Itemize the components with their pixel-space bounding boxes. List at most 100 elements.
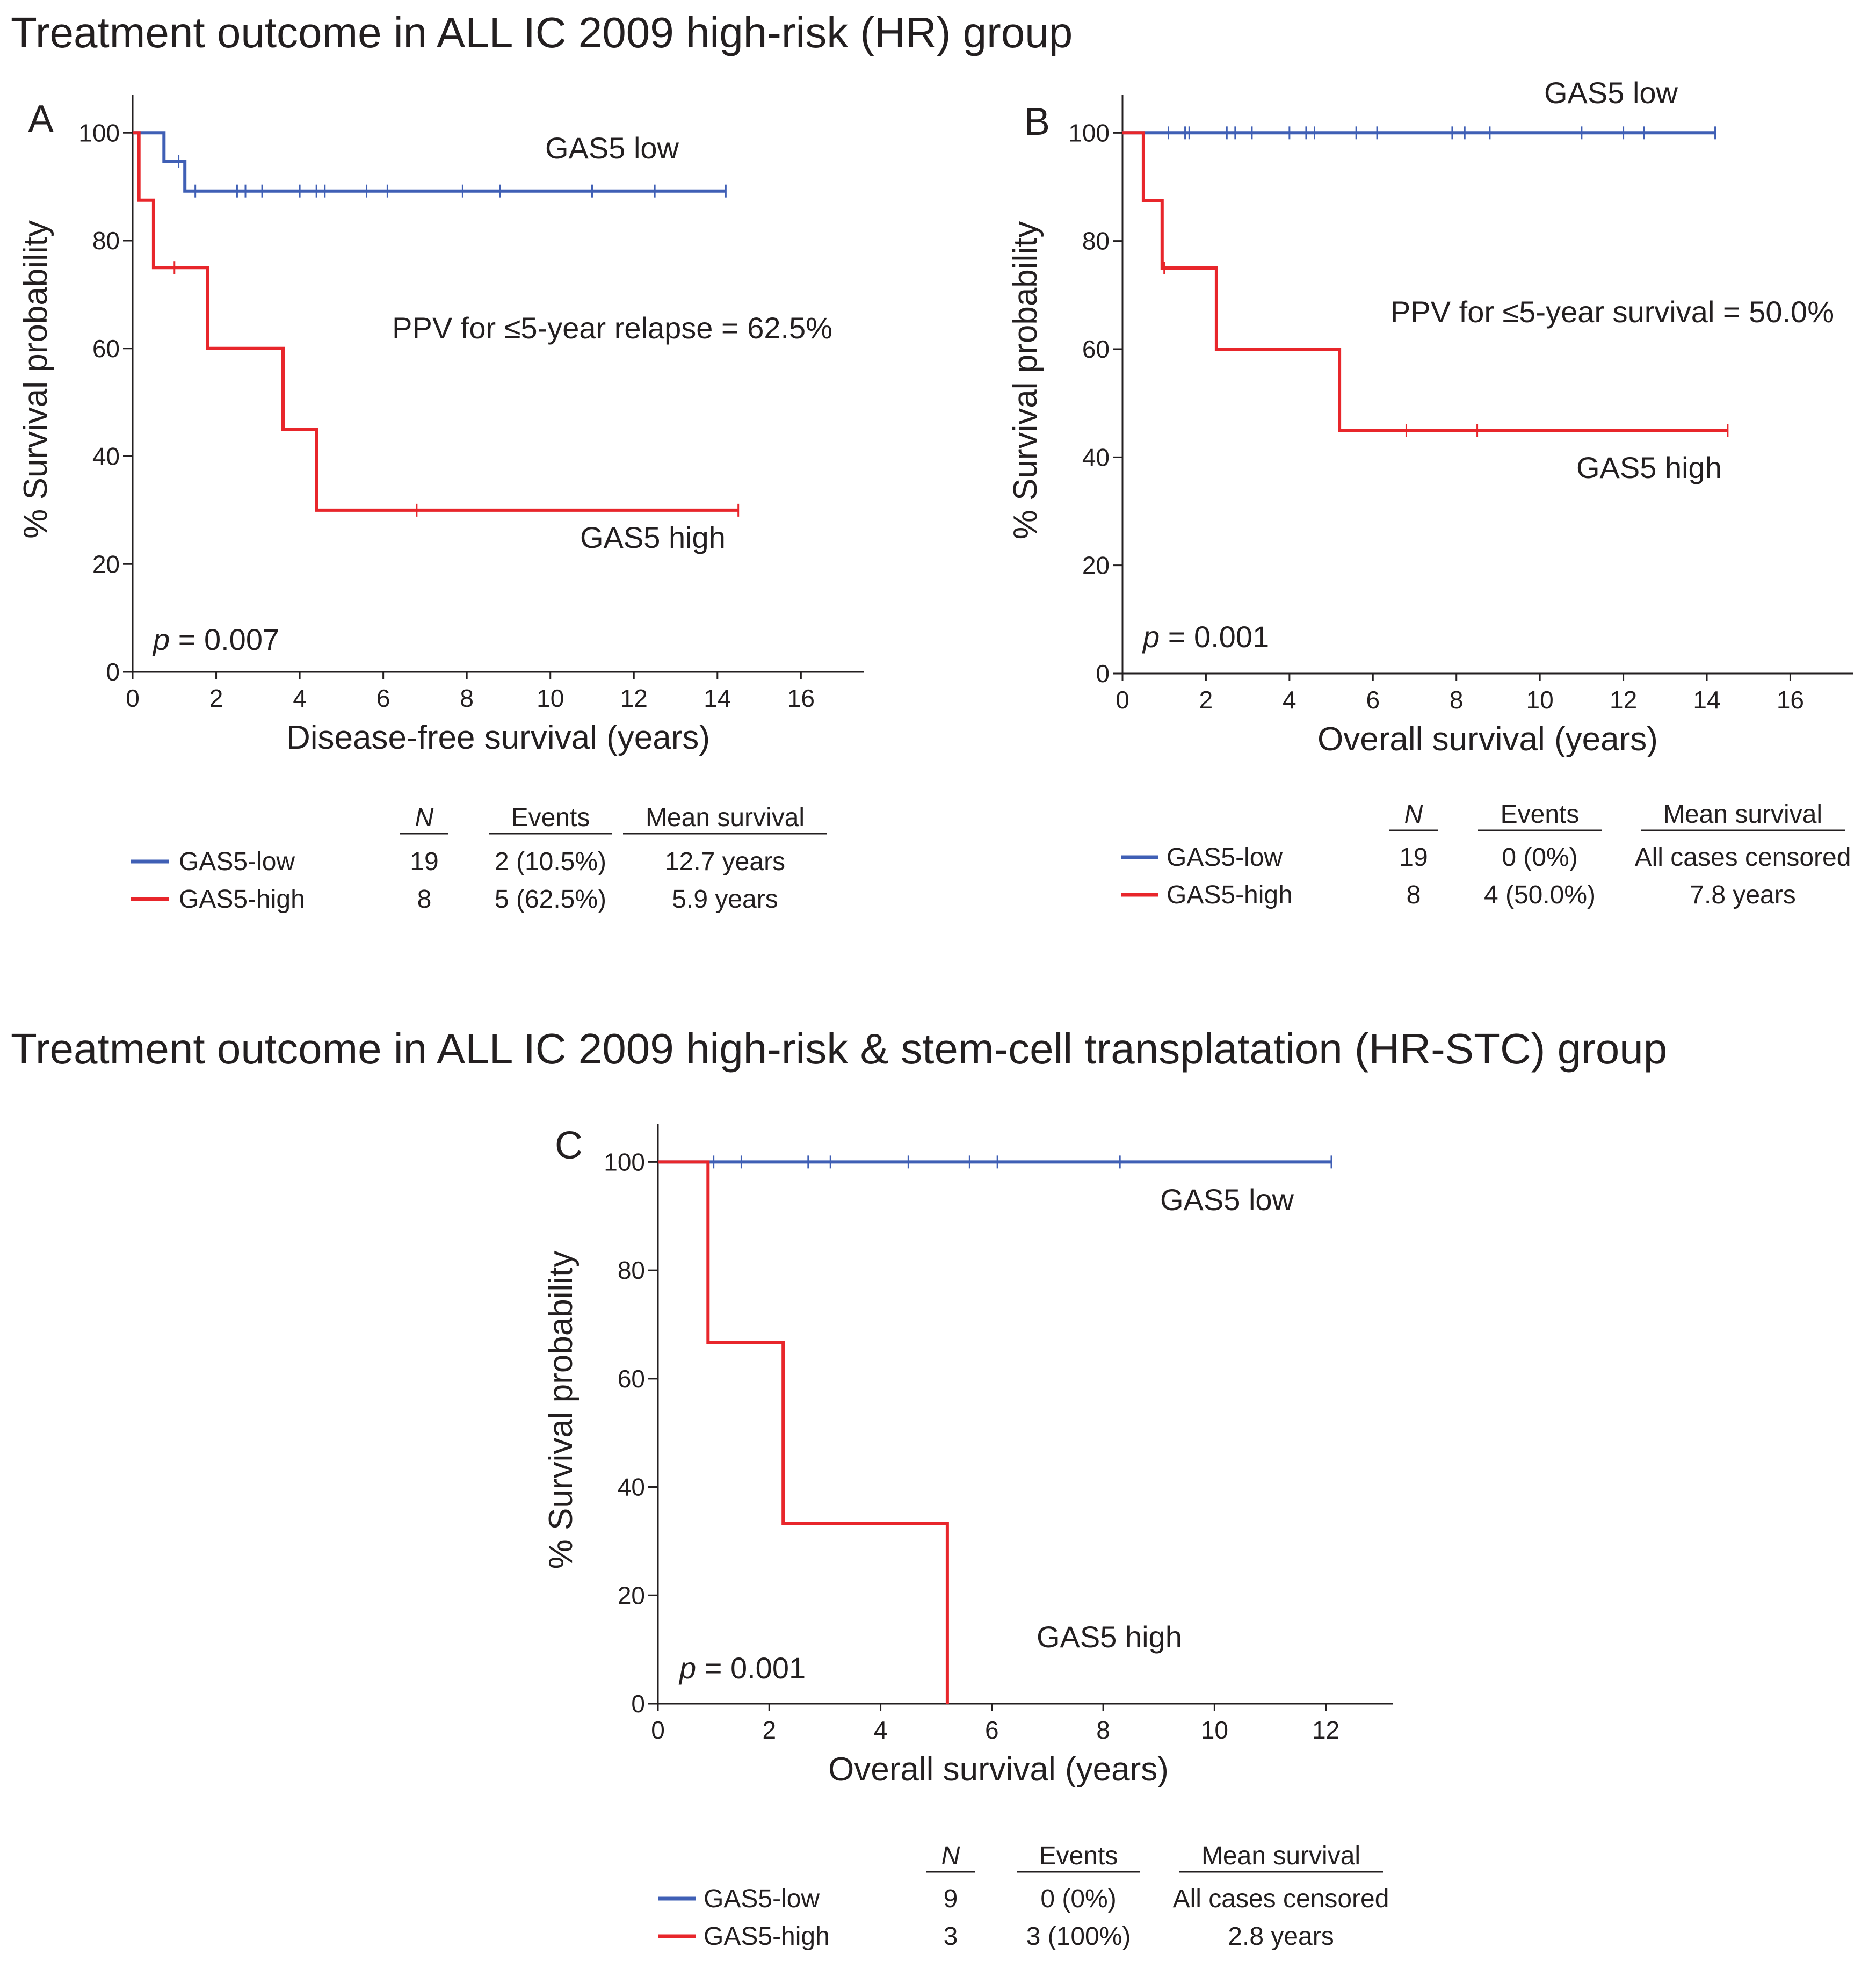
x-tick-label: 0	[126, 684, 140, 712]
panel-b: 0 20 40 60 80 100 0 2 4 6 8 10 12 14 16 Overall surviva…	[1007, 76, 1853, 909]
panel-c: 0 20 40 60 80 100 0 2 4 6 8 10 12 Overall survival (y…	[542, 1124, 1393, 1951]
table-cell-n: 19	[410, 848, 438, 876]
section-title-hr: Treatment outcome in ALL IC 2009 high-ri…	[11, 9, 1073, 56]
y-tick-label: 40	[92, 443, 120, 470]
table-cell-events: 2 (10.5%)	[495, 848, 606, 876]
legend-label-low: GAS5-low	[704, 1885, 820, 1913]
table-header-events: Events	[1501, 800, 1580, 829]
table-cell-events: 4 (50.0%)	[1484, 881, 1596, 909]
table-cell-n: 8	[417, 885, 432, 914]
x-tick-label: 6	[376, 684, 390, 712]
table-cell-mean: All cases censored	[1173, 1885, 1389, 1913]
y-tick-label: 100	[1068, 119, 1110, 147]
x-tick-label: 16	[787, 684, 815, 712]
table-cell-n: 19	[1399, 843, 1428, 872]
table-header-mean: Mean survival	[646, 803, 805, 832]
x-axis-title: Overall survival (years)	[1317, 721, 1658, 758]
y-tick-label: 60	[92, 335, 120, 363]
y-tick-label: 40	[618, 1473, 645, 1501]
y-tick-label: 80	[1082, 227, 1110, 255]
panel-letter-c: C	[555, 1124, 583, 1167]
panel-letter-b: B	[1024, 100, 1050, 143]
table-cell-mean: All cases censored	[1635, 843, 1851, 872]
series-label-high: GAS5 high	[1037, 1620, 1182, 1654]
legend-label-high: GAS5-high	[1167, 881, 1293, 909]
table-cell-n: 8	[1407, 881, 1421, 909]
x-tick-label: 14	[1693, 686, 1720, 714]
panel-a: 0 20 40 60 80 100 0 2 4 6 8 10 12 14 16 Disease-free su…	[17, 95, 864, 914]
series-label-high: GAS5 high	[580, 520, 726, 554]
y-tick-label: 0	[631, 1690, 645, 1718]
x-tick-label: 8	[1096, 1716, 1110, 1744]
table-cell-mean: 5.9 years	[672, 885, 778, 914]
ppv-annotation: PPV for ≤5-year survival = 50.0%	[1390, 295, 1834, 329]
x-tick-label: 6	[985, 1716, 999, 1744]
p-value: p = 0.001	[1142, 620, 1269, 654]
table-header-events: Events	[1039, 1842, 1118, 1870]
table-cell-mean: 2.8 years	[1228, 1922, 1334, 1951]
table-cell-n: 9	[944, 1885, 958, 1913]
y-tick-label: 100	[78, 119, 120, 147]
section-title-hrstc: Treatment outcome in ALL IC 2009 high-ri…	[11, 1025, 1667, 1073]
x-tick-label: 12	[1610, 686, 1637, 714]
legend-label-high: GAS5-high	[179, 885, 305, 914]
y-axis-title: % Survival probability	[1007, 221, 1044, 540]
x-tick-label: 8	[460, 684, 474, 712]
x-tick-label: 14	[704, 684, 731, 712]
legend-label-high: GAS5-high	[704, 1922, 830, 1951]
x-tick-label: 2	[1199, 686, 1213, 714]
y-tick-label: 60	[618, 1365, 645, 1393]
y-tick-label: 60	[1082, 335, 1110, 363]
y-axis-title: % Survival probability	[542, 1251, 580, 1569]
table-cell-events: 3 (100%)	[1026, 1922, 1131, 1951]
y-tick-label: 20	[92, 550, 120, 578]
x-tick-label: 0	[1116, 686, 1129, 714]
table-header-mean: Mean survival	[1201, 1842, 1360, 1870]
y-tick-label: 40	[1082, 443, 1110, 471]
x-axis-title: Disease-free survival (years)	[286, 719, 710, 756]
km-curve-high	[1122, 131, 1728, 432]
y-tick-label: 0	[1096, 660, 1110, 687]
ppv-annotation: PPV for ≤5-year relapse = 62.5%	[392, 311, 832, 345]
x-tick-label: 8	[1450, 686, 1464, 714]
table-header-events: Events	[511, 803, 590, 832]
table-header-mean: Mean survival	[1663, 800, 1822, 829]
x-tick-label: 10	[537, 684, 564, 712]
x-tick-label: 4	[874, 1716, 888, 1744]
x-tick-label: 10	[1526, 686, 1554, 714]
table-cell-events: 5 (62.5%)	[495, 885, 606, 914]
series-label-low: GAS5 low	[545, 131, 679, 165]
p-value: p = 0.007	[152, 622, 279, 656]
p-value: p = 0.001	[678, 1651, 806, 1685]
km-curve-high	[133, 131, 738, 512]
x-tick-label: 2	[762, 1716, 776, 1744]
x-tick-label: 4	[1283, 686, 1296, 714]
y-tick-label: 20	[1082, 552, 1110, 580]
table-cell-events: 0 (0%)	[1040, 1885, 1116, 1913]
x-axis-title: Overall survival (years)	[828, 1751, 1169, 1788]
legend-label-low: GAS5-low	[1167, 843, 1283, 872]
y-tick-label: 0	[106, 658, 120, 686]
y-axis-title: % Survival probability	[17, 220, 54, 539]
table-header-n: N	[415, 803, 434, 832]
km-curve-high	[658, 1160, 949, 1704]
x-tick-label: 2	[209, 684, 223, 712]
table-cell-mean: 7.8 years	[1690, 881, 1795, 909]
km-curve-low	[133, 131, 726, 193]
x-tick-label: 16	[1777, 686, 1804, 714]
table-cell-mean: 12.7 years	[665, 848, 785, 876]
table-header-n: N	[941, 1842, 960, 1870]
x-tick-label: 0	[651, 1716, 665, 1744]
table-header-n: N	[1404, 800, 1423, 829]
table-cell-n: 3	[944, 1922, 958, 1951]
y-tick-label: 80	[92, 227, 120, 255]
x-tick-label: 12	[620, 684, 648, 712]
series-label-low: GAS5 low	[1544, 76, 1678, 110]
y-tick-label: 80	[618, 1256, 645, 1284]
y-tick-label: 100	[604, 1148, 645, 1176]
x-tick-label: 10	[1201, 1716, 1228, 1744]
x-tick-label: 12	[1312, 1716, 1339, 1744]
series-label-low: GAS5 low	[1160, 1183, 1294, 1217]
x-tick-label: 6	[1366, 686, 1380, 714]
